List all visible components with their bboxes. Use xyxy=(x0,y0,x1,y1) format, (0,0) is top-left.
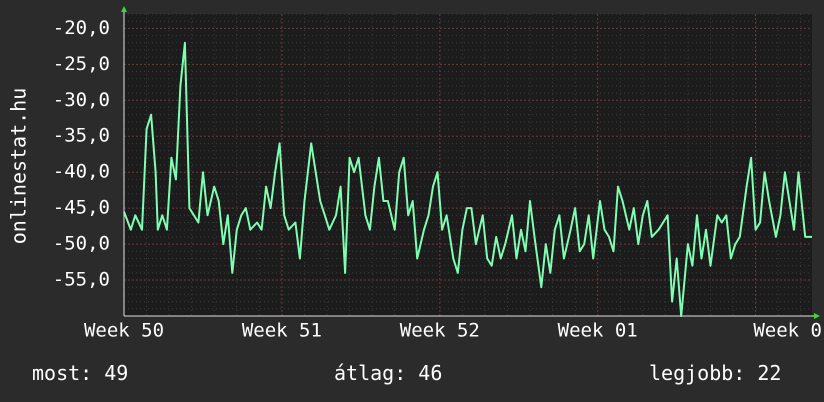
series-line xyxy=(123,41,812,317)
y-tick-label: -55,0 xyxy=(53,269,110,291)
y-tick-label: -20,0 xyxy=(53,17,110,39)
x-tick-label: Week 0 xyxy=(753,320,822,342)
current-value: most: 49 xyxy=(32,361,129,385)
y-tick-label: -45,0 xyxy=(53,197,110,219)
x-tick-label: Week 50 xyxy=(84,320,164,342)
x-tick-label: Week 51 xyxy=(242,320,322,342)
x-tick-label: Week 52 xyxy=(400,320,480,342)
y-tick-label: -35,0 xyxy=(53,125,110,147)
y-tick-label: -30,0 xyxy=(53,89,110,111)
y-axis-arrow xyxy=(121,6,127,12)
y-tick-label: -25,0 xyxy=(53,53,110,75)
axes: -20,0 -25,0 -30,0 -35,0 -40,0 -45,0 -50,0 -55,0… xyxy=(53,6,822,342)
best-value: legjobb: 22 xyxy=(649,361,782,385)
grid xyxy=(123,13,812,317)
x-axis-arrow xyxy=(814,313,820,319)
average-value: átlag: 46 xyxy=(334,361,443,385)
series-layer xyxy=(123,41,812,317)
x-tick-label: Week 01 xyxy=(558,320,638,342)
y-tick-label: -40,0 xyxy=(53,161,110,183)
y-axis-label: onlinestat.hu xyxy=(7,88,31,245)
y-tick-label: -50,0 xyxy=(53,233,110,255)
